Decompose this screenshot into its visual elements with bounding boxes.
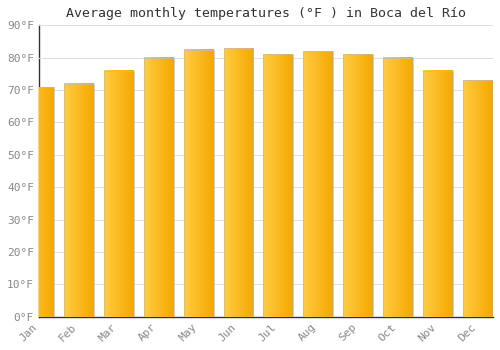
Bar	[463, 80, 493, 317]
Bar	[184, 50, 214, 317]
Bar	[144, 58, 174, 317]
Bar	[104, 71, 134, 317]
Bar	[104, 71, 134, 317]
Bar	[344, 55, 374, 317]
Bar	[24, 87, 54, 317]
Title: Average monthly temperatures (°F ) in Boca del Río: Average monthly temperatures (°F ) in Bo…	[66, 7, 466, 20]
Bar	[144, 58, 174, 317]
Bar	[264, 55, 294, 317]
Bar	[423, 71, 453, 317]
Bar	[304, 51, 334, 317]
Bar	[304, 51, 334, 317]
Bar	[224, 48, 254, 317]
Bar	[463, 80, 493, 317]
Bar	[264, 55, 294, 317]
Bar	[24, 87, 54, 317]
Bar	[344, 55, 374, 317]
Bar	[64, 84, 94, 317]
Bar	[224, 48, 254, 317]
Bar	[423, 71, 453, 317]
Bar	[383, 58, 413, 317]
Bar	[64, 84, 94, 317]
Bar	[383, 58, 413, 317]
Bar	[184, 50, 214, 317]
